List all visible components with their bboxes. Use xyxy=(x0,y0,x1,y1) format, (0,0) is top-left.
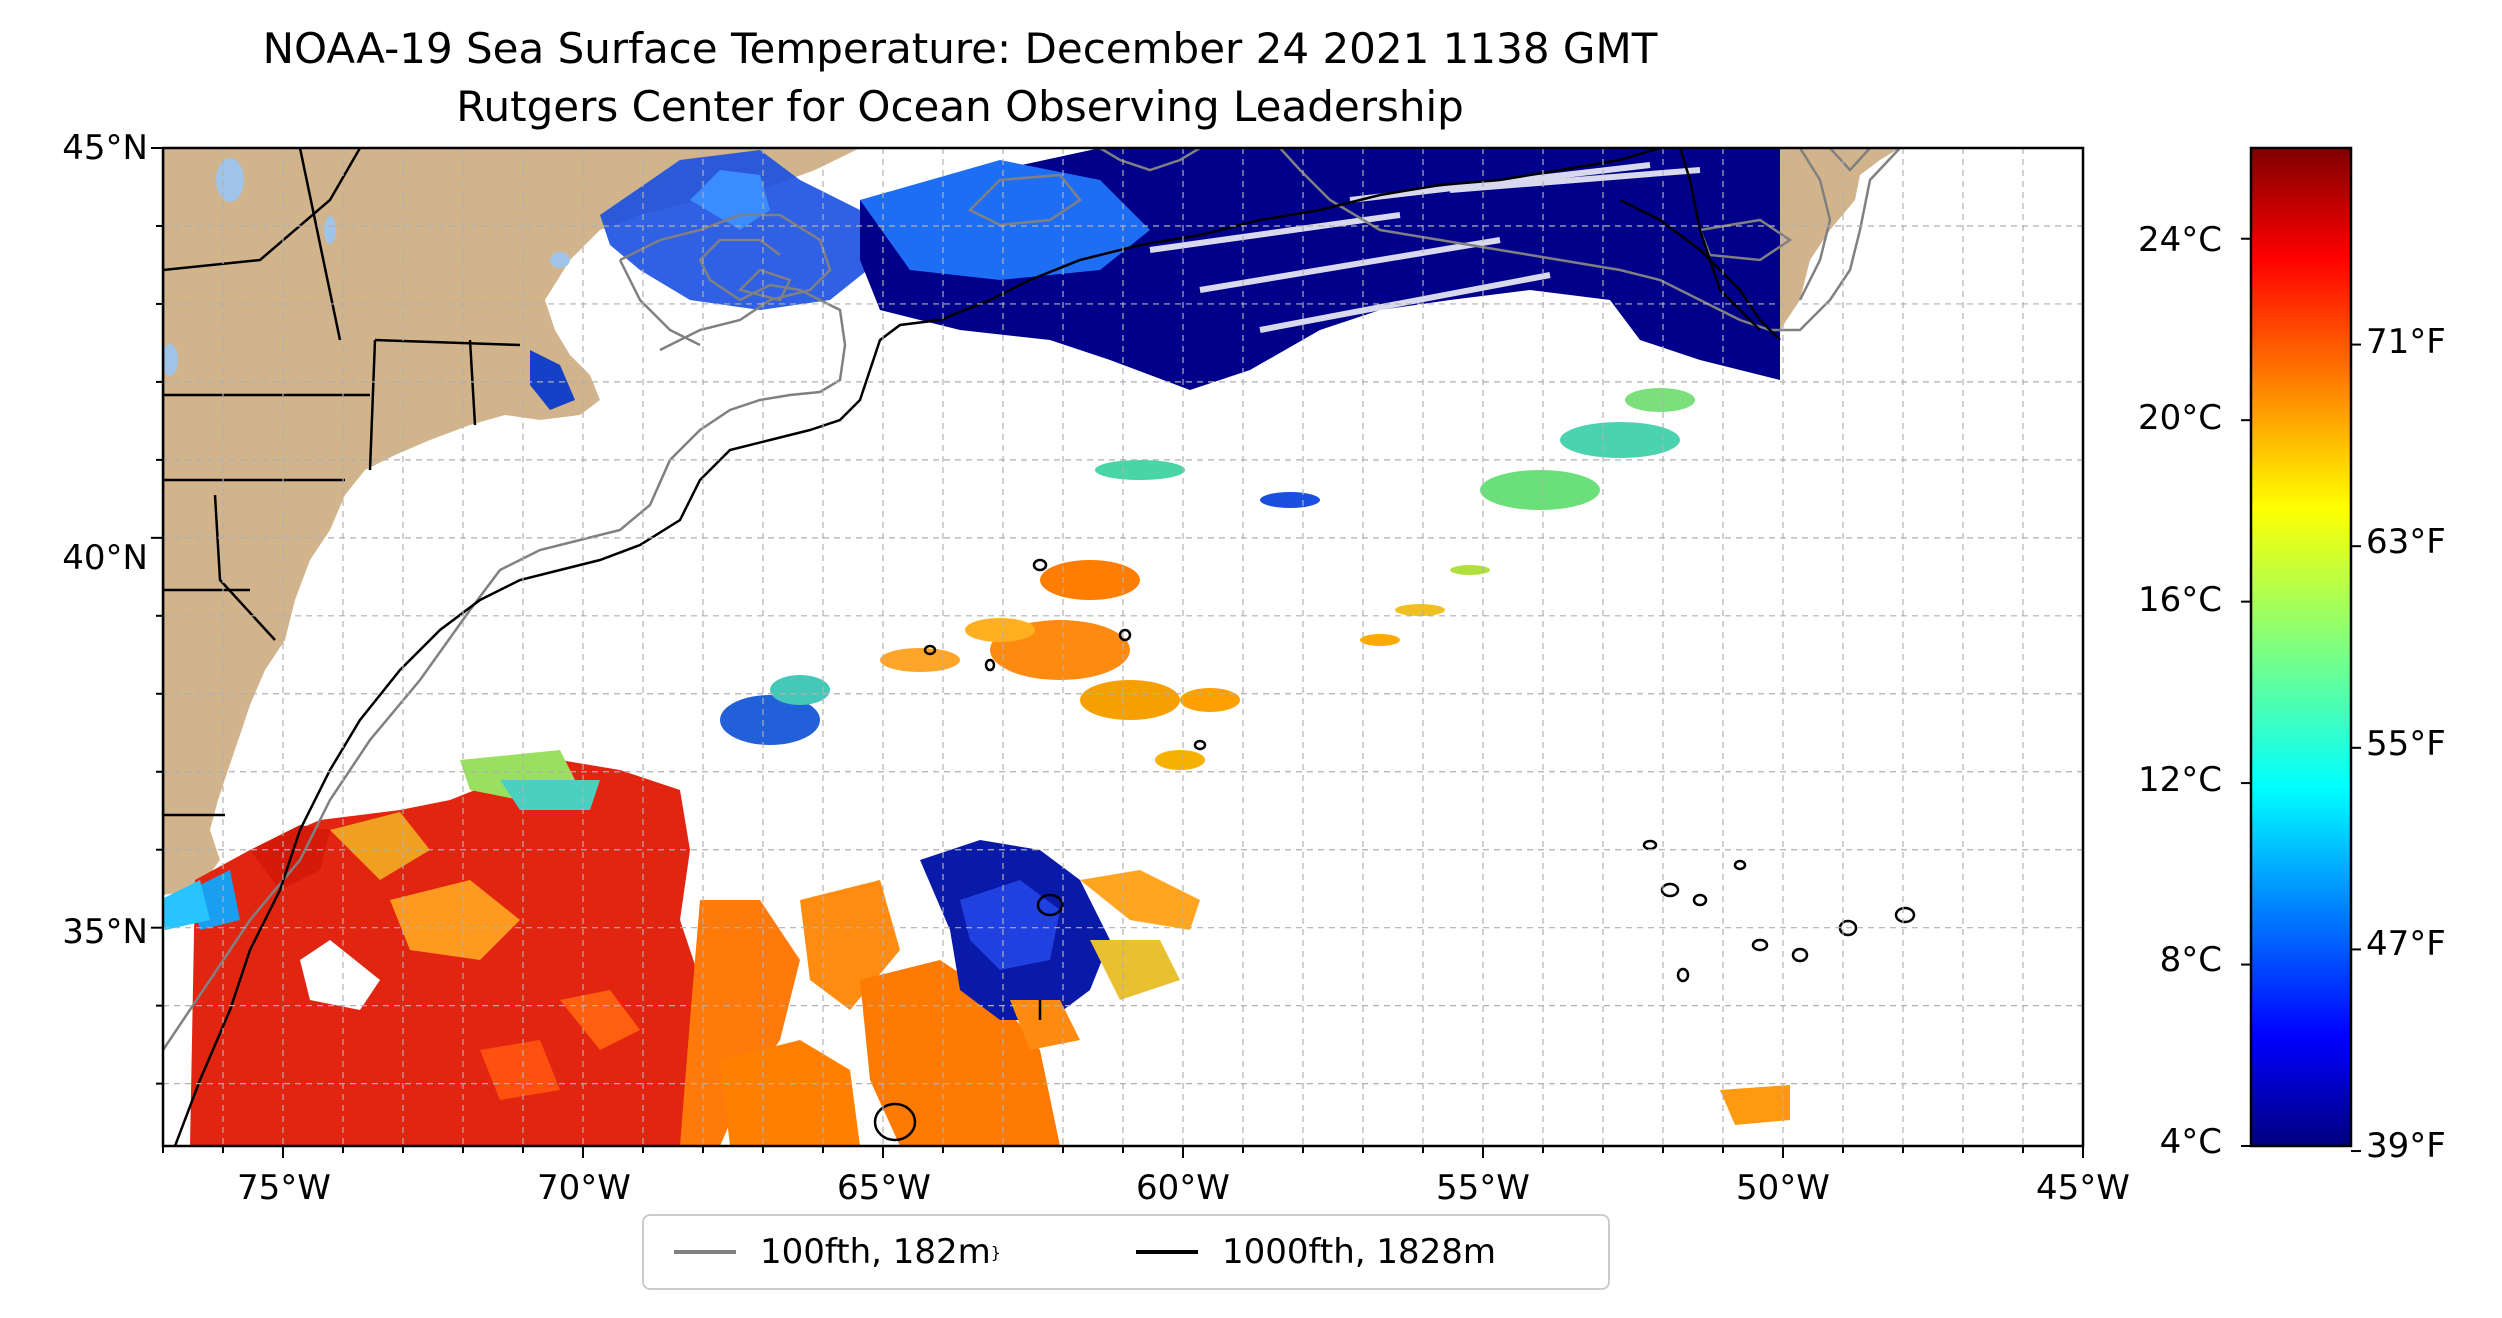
x-tick-label: 75°W xyxy=(237,1168,331,1208)
land-north-america xyxy=(163,148,860,895)
colorbar-celsius-label: 8°C xyxy=(2159,940,2222,980)
legend-line-grey xyxy=(674,1250,736,1254)
colorbar xyxy=(2249,146,2353,1148)
y-tick-label: 40°N xyxy=(62,538,148,578)
x-tick-label: 45°W xyxy=(2036,1168,2130,1208)
y-tick-label: 35°N xyxy=(62,912,148,952)
x-tick-label: 60°W xyxy=(1136,1168,1230,1208)
colorbar-celsius-label: 4°C xyxy=(2159,1122,2222,1162)
legend-label: 100fth, 182m xyxy=(760,1232,991,1272)
x-tick-label: 65°W xyxy=(837,1168,931,1208)
colorbar-fahrenheit-label: 47°F xyxy=(2366,924,2446,964)
colorbar-celsius-label: 16°C xyxy=(2137,580,2222,620)
map-subtitle: Rutgers Center for Ocean Observing Leade… xyxy=(456,82,1464,131)
legend-line-black xyxy=(1136,1250,1198,1254)
colorbar-fahrenheit-label: 71°F xyxy=(2366,322,2446,362)
x-tick-label: 55°W xyxy=(1436,1168,1530,1208)
x-tick-label: 70°W xyxy=(537,1168,631,1208)
legend-label: 1000fth, 1828m xyxy=(1222,1232,1497,1272)
colorbar-celsius-label: 12°C xyxy=(2137,760,2222,800)
colorbar-fahrenheit-label: 63°F xyxy=(2366,522,2446,562)
legend-item-100fth: 100fth, 182m } xyxy=(674,1230,1001,1274)
map-title: NOAA-19 Sea Surface Temperature: Decembe… xyxy=(262,24,1658,73)
y-tick-label: 45°N xyxy=(62,128,148,168)
colorbar-celsius-label: 20°C xyxy=(2137,398,2222,438)
colorbar-celsius-label: 24°C xyxy=(2137,220,2222,260)
colorbar-fahrenheit-label: 55°F xyxy=(2366,724,2446,764)
isobath-legend: 100fth, 182m } 1000fth, 1828m xyxy=(642,1214,1610,1290)
colorbar-fahrenheit-label: 39°F xyxy=(2366,1126,2446,1166)
x-tick-label: 50°W xyxy=(1736,1168,1830,1208)
legend-item-1000fth: 1000fth, 1828m xyxy=(1136,1230,1496,1274)
